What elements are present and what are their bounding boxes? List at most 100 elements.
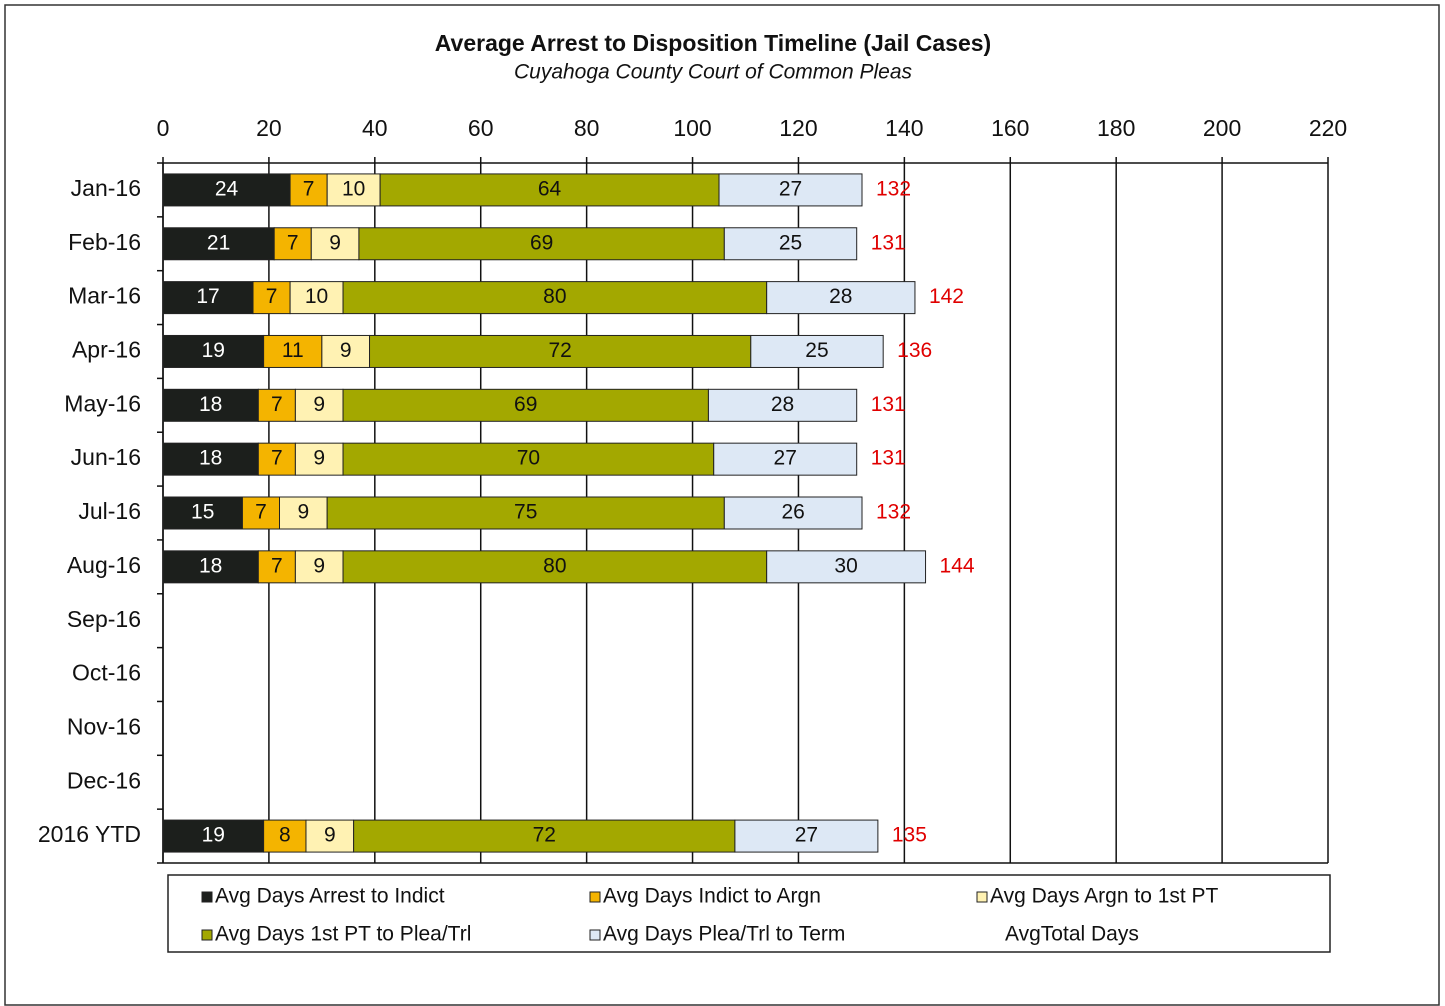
- data-label: 27: [795, 824, 818, 847]
- x-tick-label: 200: [1203, 115, 1241, 141]
- data-label: 9: [313, 393, 325, 416]
- legend-label: Avg Days Arrest to Indict: [215, 885, 445, 908]
- bar-segment: [326, 496, 725, 530]
- data-label: 15: [191, 501, 214, 524]
- x-tick-label: 20: [256, 115, 282, 141]
- bar-segment: [734, 819, 879, 853]
- legend-label: Avg Days 1st PT to Plea/Trl: [215, 923, 471, 946]
- bar-segment: [342, 388, 709, 422]
- bar-segment: [342, 442, 715, 476]
- data-label: 27: [779, 177, 802, 200]
- bar-segment: [310, 227, 360, 261]
- x-tick-label: 100: [673, 115, 711, 141]
- bar-segment: [723, 496, 863, 530]
- legend-label: Avg Days Argn to 1st PT: [990, 885, 1219, 908]
- data-label: 10: [342, 177, 365, 200]
- y-tick-label: Feb-16: [68, 229, 141, 255]
- chart-title: Average Arrest to Disposition Timeline (…: [435, 30, 991, 56]
- total-label: 142: [929, 285, 964, 308]
- data-label: 28: [771, 393, 794, 416]
- y-tick-label: Apr-16: [72, 337, 141, 363]
- y-tick-label: Jun-16: [71, 444, 141, 470]
- data-label: 7: [271, 554, 283, 577]
- bar-segment: [162, 281, 254, 315]
- bar-segment: [369, 334, 752, 368]
- bar-segment: [766, 281, 916, 315]
- legend-swatch: [976, 891, 988, 903]
- bar-segment: [342, 281, 768, 315]
- total-label: 131: [871, 447, 906, 470]
- data-label: 21: [207, 231, 230, 254]
- total-label: 135: [892, 824, 927, 847]
- data-label: 19: [202, 339, 225, 362]
- data-label: 75: [514, 501, 537, 524]
- bar-segment: [326, 173, 381, 207]
- data-label: 69: [530, 231, 553, 254]
- data-label: 70: [517, 447, 540, 470]
- legend-swatch: [589, 929, 601, 941]
- bar-segment: [289, 281, 344, 315]
- bar-segment: [321, 334, 371, 368]
- bar-segment: [723, 227, 858, 261]
- legend-swatch: [201, 891, 213, 903]
- page-border: [4, 4, 1440, 1006]
- bar-segment: [358, 227, 725, 261]
- bar-segment: [257, 388, 296, 422]
- data-label: 10: [305, 285, 328, 308]
- data-label: 80: [543, 285, 566, 308]
- bar-segment: [162, 173, 291, 207]
- x-tick-label: 0: [157, 115, 170, 141]
- y-tick-label: May-16: [64, 390, 141, 416]
- bar-segment: [241, 496, 281, 530]
- y-tick-label: 2016 YTD: [38, 821, 141, 847]
- y-tick-label: Dec-16: [67, 767, 141, 793]
- total-label: 132: [876, 177, 911, 200]
- data-label: 9: [297, 501, 309, 524]
- bar-segment: [353, 819, 736, 853]
- x-tick-label: 220: [1309, 115, 1347, 141]
- bar-segment: [342, 550, 768, 584]
- data-label: 72: [548, 339, 571, 362]
- legend-label: Avg Days Indict to Argn: [603, 885, 821, 908]
- bar-segment: [162, 550, 259, 584]
- y-tick-label: Jul-16: [78, 498, 141, 524]
- data-label: 8: [279, 824, 291, 847]
- x-tick-label: 120: [779, 115, 817, 141]
- x-tick-label: 160: [991, 115, 1029, 141]
- bar-segment: [162, 442, 259, 476]
- bar-segment: [305, 819, 355, 853]
- data-label: 7: [287, 231, 299, 254]
- legend-label: Avg Days Plea/Trl to Term: [603, 923, 845, 946]
- data-label: 30: [834, 554, 857, 577]
- chart-subtitle: Cuyahoga County Court of Common Pleas: [514, 61, 913, 84]
- bar-segment: [766, 550, 927, 584]
- data-label: 9: [324, 824, 336, 847]
- bar-segment: [750, 334, 884, 368]
- data-label: 7: [271, 447, 283, 470]
- y-tick-label: Sep-16: [67, 606, 141, 632]
- legend-swatch: [589, 891, 601, 903]
- bar-segment: [263, 819, 307, 853]
- data-label: 17: [196, 285, 219, 308]
- data-label: 9: [313, 447, 325, 470]
- data-label: 25: [805, 339, 828, 362]
- legend-box: [167, 874, 1331, 953]
- bar-segment: [718, 173, 863, 207]
- bar-segment: [263, 334, 323, 368]
- data-label: 7: [255, 501, 267, 524]
- data-label: 80: [543, 554, 566, 577]
- data-label: 7: [271, 393, 283, 416]
- data-label: 19: [202, 824, 225, 847]
- bar-segment: [294, 442, 344, 476]
- y-tick-label: Oct-16: [72, 660, 141, 686]
- bar-segment: [162, 496, 243, 530]
- data-label: 28: [829, 285, 852, 308]
- bar-segment: [162, 334, 265, 368]
- x-tick-label: 140: [885, 115, 923, 141]
- data-label: 11: [282, 339, 304, 362]
- data-label: 9: [329, 231, 341, 254]
- x-tick-label: 180: [1097, 115, 1135, 141]
- total-label: 131: [871, 393, 906, 416]
- data-label: 69: [514, 393, 537, 416]
